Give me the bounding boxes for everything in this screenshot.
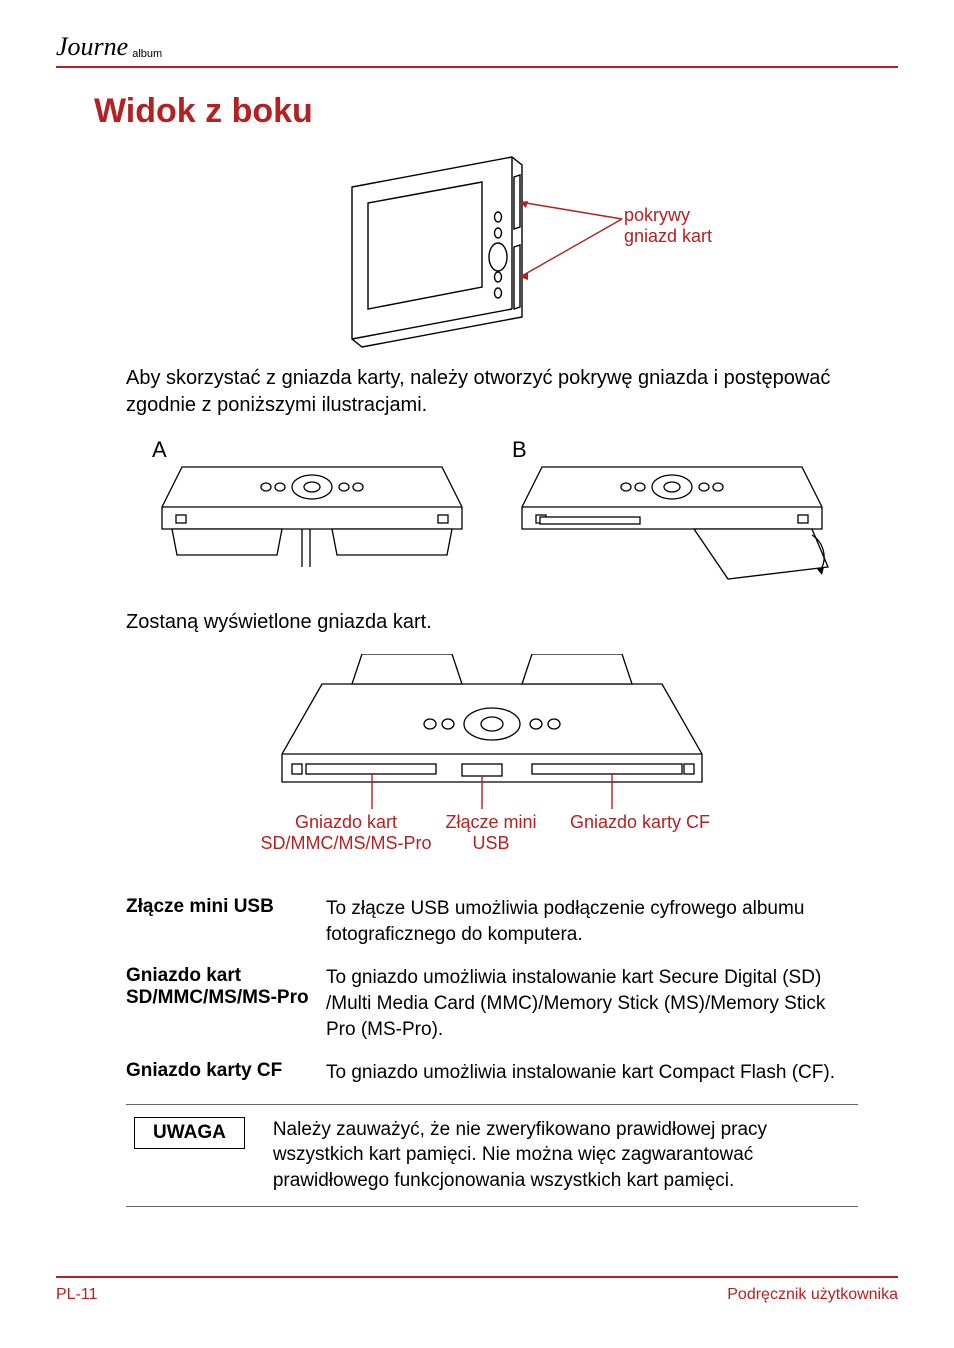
- logo: Journe album: [56, 32, 128, 62]
- definitions-list: Złącze mini USB To złącze USB umożliwia …: [126, 896, 858, 1086]
- figure-b: B: [512, 437, 832, 597]
- exposed-text: Zostaną wyświetlone gniazda kart.: [126, 609, 858, 636]
- def-desc: To złącze USB umożliwia podłączenie cyfr…: [326, 896, 858, 947]
- figure-slots-svg: [232, 654, 752, 814]
- slot-label-cf: Gniazdo karty CF: [550, 812, 730, 833]
- page-footer: PL-11 Podręcznik użytkownika: [56, 1276, 898, 1304]
- note-text: Należy zauważyć, że nie zweryfikowano pr…: [273, 1117, 858, 1194]
- figure-a-svg: [152, 437, 472, 597]
- figure-device-iso: pokrywy gniazd kart: [262, 147, 722, 357]
- callout-label: pokrywy gniazd kart: [624, 205, 722, 247]
- def-row: Gniazdo karty CF To gniazdo umożliwia in…: [126, 1060, 858, 1086]
- figure-slots: Gniazdo kart SD/MMC/MS/MS-Pro Złącze min…: [232, 654, 752, 874]
- content-area: pokrywy gniazd kart Aby skorzystać z gni…: [126, 147, 858, 1207]
- note-block: UWAGA Należy zauważyć, że nie zweryfikow…: [126, 1104, 858, 1207]
- label-b: B: [512, 437, 527, 463]
- figure-a: A: [152, 437, 472, 597]
- def-term: Gniazdo kart SD/MMC/MS/MS-Pro: [126, 965, 326, 1042]
- slot-label-sd: Gniazdo kart SD/MMC/MS/MS-Pro: [246, 812, 446, 854]
- footer-left: PL-11: [56, 1286, 98, 1304]
- def-term: Gniazdo karty CF: [126, 1060, 326, 1086]
- figure-b-svg: [512, 437, 832, 597]
- def-desc: To gniazdo umożliwia instalowanie kart C…: [326, 1060, 835, 1086]
- page-header: Journe album: [56, 28, 898, 68]
- footer-right: Podręcznik użytkownika: [727, 1286, 898, 1304]
- slot-label-usb: Złącze mini USB: [436, 812, 546, 854]
- def-row: Gniazdo kart SD/MMC/MS/MS-Pro To gniazdo…: [126, 965, 858, 1042]
- logo-sub: album: [132, 48, 162, 60]
- figure-ab-row: A: [126, 437, 858, 597]
- intro-text: Aby skorzystać z gniazda karty, należy o…: [126, 365, 858, 419]
- def-desc: To gniazdo umożliwia instalowanie kart S…: [326, 965, 858, 1042]
- def-row: Złącze mini USB To złącze USB umożliwia …: [126, 896, 858, 947]
- def-term: Złącze mini USB: [126, 896, 326, 947]
- note-badge: UWAGA: [134, 1117, 245, 1149]
- device-iso-svg: [262, 147, 722, 357]
- logo-main: Journe: [56, 32, 128, 61]
- label-a: A: [152, 437, 167, 463]
- page: Journe album Widok z boku: [0, 0, 954, 1348]
- page-title: Widok z boku: [94, 92, 898, 131]
